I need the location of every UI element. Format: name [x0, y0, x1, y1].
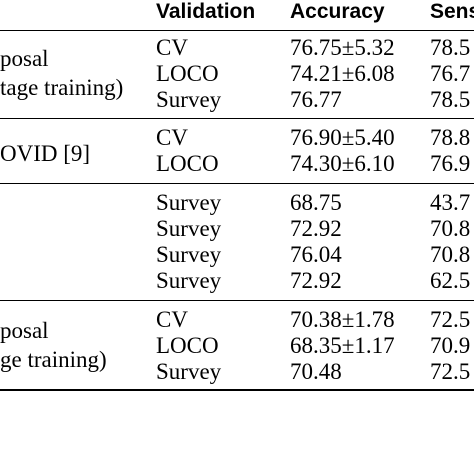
group-1-label-line-1: posal — [0, 46, 49, 71]
table-row-7-validation: Survey — [156, 216, 222, 241]
table-row-8-accuracy: 76.04 — [290, 242, 342, 267]
table-row-1-sensitivity: 78.5 — [430, 35, 471, 60]
table-row-3-validation: Survey — [156, 87, 222, 112]
table-row-2-accuracy: 74.21±6.08 — [290, 61, 395, 86]
table-row-10-sensitivity: 72.5 — [430, 307, 471, 332]
table-row-8-validation: Survey — [156, 242, 222, 267]
table-row-9-validation: Survey — [156, 268, 222, 293]
table-row-5-accuracy: 74.30±6.10 — [290, 151, 395, 176]
table-row-12-accuracy: 70.48 — [290, 359, 342, 384]
header-sensitivity: Sens — [430, 0, 474, 23]
table-row-12-validation: Survey — [156, 359, 222, 384]
table-row-5-sensitivity: 76.9 — [430, 151, 471, 176]
table-row-3-sensitivity: 78.5 — [430, 87, 471, 112]
table-row-6-sensitivity: 43.7 — [430, 190, 471, 215]
table-row-3-accuracy: 76.77 — [290, 87, 342, 112]
table-row-10-accuracy: 70.38±1.78 — [290, 307, 395, 332]
group-rule-1 — [0, 118, 474, 119]
group-rule-2 — [0, 183, 474, 184]
table-row-6-validation: Survey — [156, 190, 222, 215]
table-row-12-sensitivity: 72.5 — [430, 359, 471, 384]
table-row-2-sensitivity: 76.7 — [430, 61, 471, 86]
table-row-11-accuracy: 68.35±1.17 — [290, 333, 395, 358]
bottom-rule — [0, 389, 474, 391]
table-row-11-validation: LOCO — [156, 333, 219, 358]
header-validation: Validation — [156, 0, 256, 23]
header-accuracy: Accuracy — [290, 0, 385, 23]
table-row-1-accuracy: 76.75±5.32 — [290, 35, 395, 60]
table-row-11-sensitivity: 70.9 — [430, 333, 471, 358]
group-4-label-line-1: posal — [0, 318, 49, 343]
table-row-4-sensitivity: 78.8 — [430, 125, 471, 150]
table-row-6-accuracy: 68.75 — [290, 190, 342, 215]
header-rule — [0, 30, 474, 31]
table-row-2-validation: LOCO — [156, 61, 219, 86]
table-row-9-sensitivity: 62.5 — [430, 268, 471, 293]
table-row-8-sensitivity: 70.8 — [430, 242, 471, 267]
table-row-1-validation: CV — [156, 35, 188, 60]
table-row-4-validation: CV — [156, 125, 188, 150]
table-row-9-accuracy: 72.92 — [290, 268, 342, 293]
group-1-label-line-2: tage training) — [0, 75, 124, 100]
group-rule-3 — [0, 300, 474, 301]
table-row-7-accuracy: 72.92 — [290, 216, 342, 241]
group-2-label-line-1: OVID [9] — [0, 141, 91, 166]
table-row-10-validation: CV — [156, 307, 188, 332]
table-row-4-accuracy: 76.90±5.40 — [290, 125, 395, 150]
table-row-5-validation: LOCO — [156, 151, 219, 176]
table-row-7-sensitivity: 70.8 — [430, 216, 471, 241]
group-4-label-line-2: ge training) — [0, 347, 107, 372]
